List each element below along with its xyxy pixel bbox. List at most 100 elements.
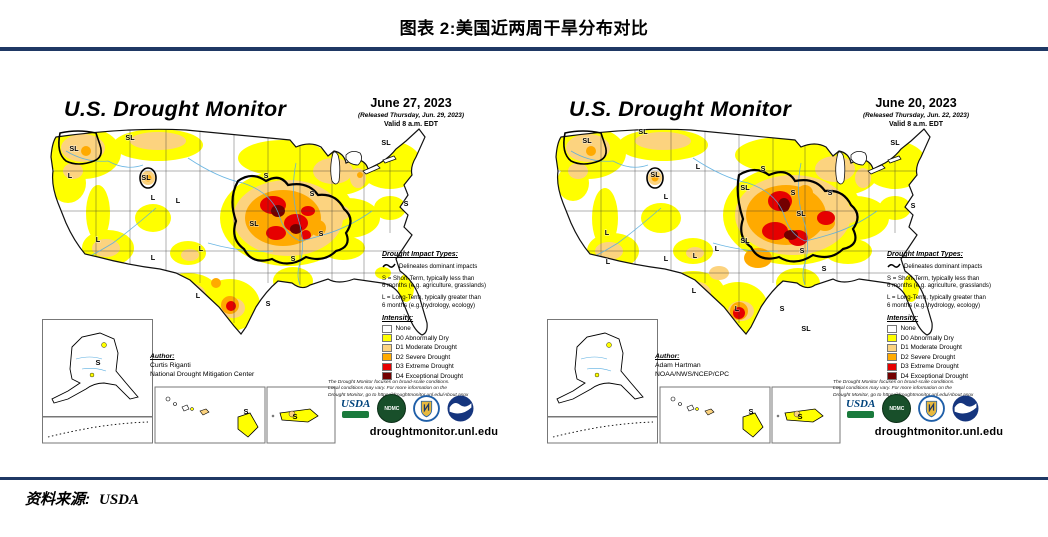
author-block: Author: Adam Hartman NOAA/NWS/NCEP/CPC (655, 352, 729, 380)
legend-label: D2 Severe Drought (900, 353, 956, 361)
impact-delineates-text: Delineates dominant impacts (399, 262, 478, 270)
drought-map-june27: U.S. Drought Monitor June 27, 2023 (Rele… (38, 95, 528, 457)
drought-region-label: S (800, 246, 805, 255)
map-title: U.S. Drought Monitor (569, 97, 792, 121)
drought-region-label: SL (890, 138, 900, 147)
drought-region-label: L (664, 254, 669, 263)
impact-legend-heading: Drought Impact Types: (382, 251, 458, 258)
drought-region-label: S (911, 201, 916, 210)
ndmc-logo: NDMC (882, 394, 912, 423)
drought-region-label: SL (249, 219, 259, 228)
drought-region-label: S (243, 407, 248, 416)
drought-region-label: SL (801, 324, 811, 333)
drought-region-label: L (605, 228, 610, 237)
legend-label: D3 Extreme Drought (900, 363, 959, 371)
drought-region-label: S (404, 199, 409, 208)
legend-label: D1 Moderate Drought (900, 344, 962, 352)
agency-logos: USDA NDMC (846, 394, 979, 423)
drought-region-label: SL (796, 209, 806, 218)
drought-monitor-url: droughtmonitor.unl.edu (874, 426, 1004, 438)
drought-region-label: S (822, 264, 827, 273)
legend-item: None (887, 324, 1033, 333)
impact-short-term-def: S = Short-Term, typically less than (887, 274, 980, 282)
drought-region-label: S (264, 171, 269, 180)
drought-region-label: S (797, 412, 802, 421)
drought-region-label: L (735, 304, 740, 313)
legend-item: D3 Extreme Drought (382, 362, 528, 371)
drought-region-label: L (199, 244, 204, 253)
impact-long-term-def: L = Long-Term, typically greater than (382, 293, 481, 301)
drought-region-label: SL (582, 136, 592, 145)
drought-impact-outline (58, 130, 352, 265)
top-divider (0, 47, 1048, 51)
drought-region-label: S (291, 254, 296, 263)
usda-logo: USDA (341, 399, 370, 418)
drought-region-label: S (310, 189, 315, 198)
legend-swatch (887, 324, 897, 333)
drought-region-label: L (696, 162, 701, 171)
inset-labels: S S S (95, 358, 297, 421)
legend-swatch (887, 353, 897, 362)
map-valid-time: Valid 8 a.m. EDT (888, 120, 944, 128)
drought-monitor-url: droughtmonitor.unl.edu (369, 426, 499, 438)
drought-region-label: SL (740, 236, 750, 245)
drought-region-label: L (68, 171, 73, 180)
legend-swatch (382, 353, 392, 362)
impact-curve-icon (887, 262, 901, 272)
ndmc-logo: NDMC (377, 394, 407, 423)
legend-swatch (382, 362, 392, 371)
impact-legend-heading: Drought Impact Types: (887, 251, 963, 258)
drought-region-label: SL (141, 173, 151, 182)
map-date-block: June 27, 2023 (Released Thursday, Jun. 2… (326, 96, 496, 129)
drought-region-label: SL (125, 133, 135, 142)
drought-map-june20: U.S. Drought Monitor June 20, 2023 (Rele… (543, 95, 1033, 457)
map-released-date: (Released Thursday, Jun. 29, 2023) (358, 111, 464, 119)
impact-types-legend: Drought Impact Types: Delineates dominan… (382, 250, 528, 313)
legend-item: D1 Moderate Drought (887, 343, 1033, 352)
drought-region-label: L (664, 192, 669, 201)
intensity-legend-rows: None D0 Abnormally Dry D1 Moderate Drought… (382, 324, 528, 381)
intensity-legend-heading: Intensity: (382, 315, 414, 322)
drought-region-label: SL (69, 144, 79, 153)
legend-item: D2 Severe Drought (382, 353, 528, 362)
drought-region-label: S (266, 299, 271, 308)
author-org: National Drought Mitigation Center (150, 371, 255, 379)
drought-region-label: S (319, 229, 324, 238)
legend-label: D0 Abnormally Dry (900, 334, 954, 342)
legend-label: D0 Abnormally Dry (395, 334, 449, 342)
author-heading: Author: (150, 353, 175, 360)
map-date: June 27, 2023 (370, 96, 452, 110)
drought-region-label: SL (638, 127, 648, 136)
legend-label: D4 Exceptional Drought (900, 372, 969, 380)
legend-swatch (887, 372, 897, 381)
drought-region-label: S (292, 412, 297, 421)
legend-label: D1 Moderate Drought (395, 344, 457, 352)
legend-label: None (395, 325, 411, 332)
drought-region-label: L (96, 235, 101, 244)
author-name: Curtis Riganti (150, 362, 191, 370)
drought-region-label: S (95, 358, 100, 367)
legend-swatch (887, 334, 897, 343)
legend-item: D4 Exceptional Drought (382, 372, 528, 381)
legend-swatch (382, 334, 392, 343)
legend-item: D0 Abnormally Dry (382, 334, 528, 343)
source-value: USDA (99, 492, 140, 508)
legend-item: D0 Abnormally Dry (887, 334, 1033, 343)
inset-maps: SS (547, 319, 841, 444)
drought-region-label: S (748, 407, 753, 416)
intensity-legend-rows: None D0 Abnormally Dry D1 Moderate Drought… (887, 324, 1033, 381)
unl-logo (413, 395, 441, 422)
drought-region-label: L (196, 291, 201, 300)
intensity-legend: Intensity: None D0 Abnormally Dry D1 Moder… (382, 315, 528, 382)
drought-region-label: L (176, 196, 181, 205)
legend-swatch (382, 343, 392, 352)
drought-region-label: L (151, 253, 156, 262)
drought-region-label: L (693, 251, 698, 260)
noaa-logo (952, 395, 979, 422)
drought-region-label: L (606, 257, 611, 266)
legend-item: None (382, 324, 528, 333)
